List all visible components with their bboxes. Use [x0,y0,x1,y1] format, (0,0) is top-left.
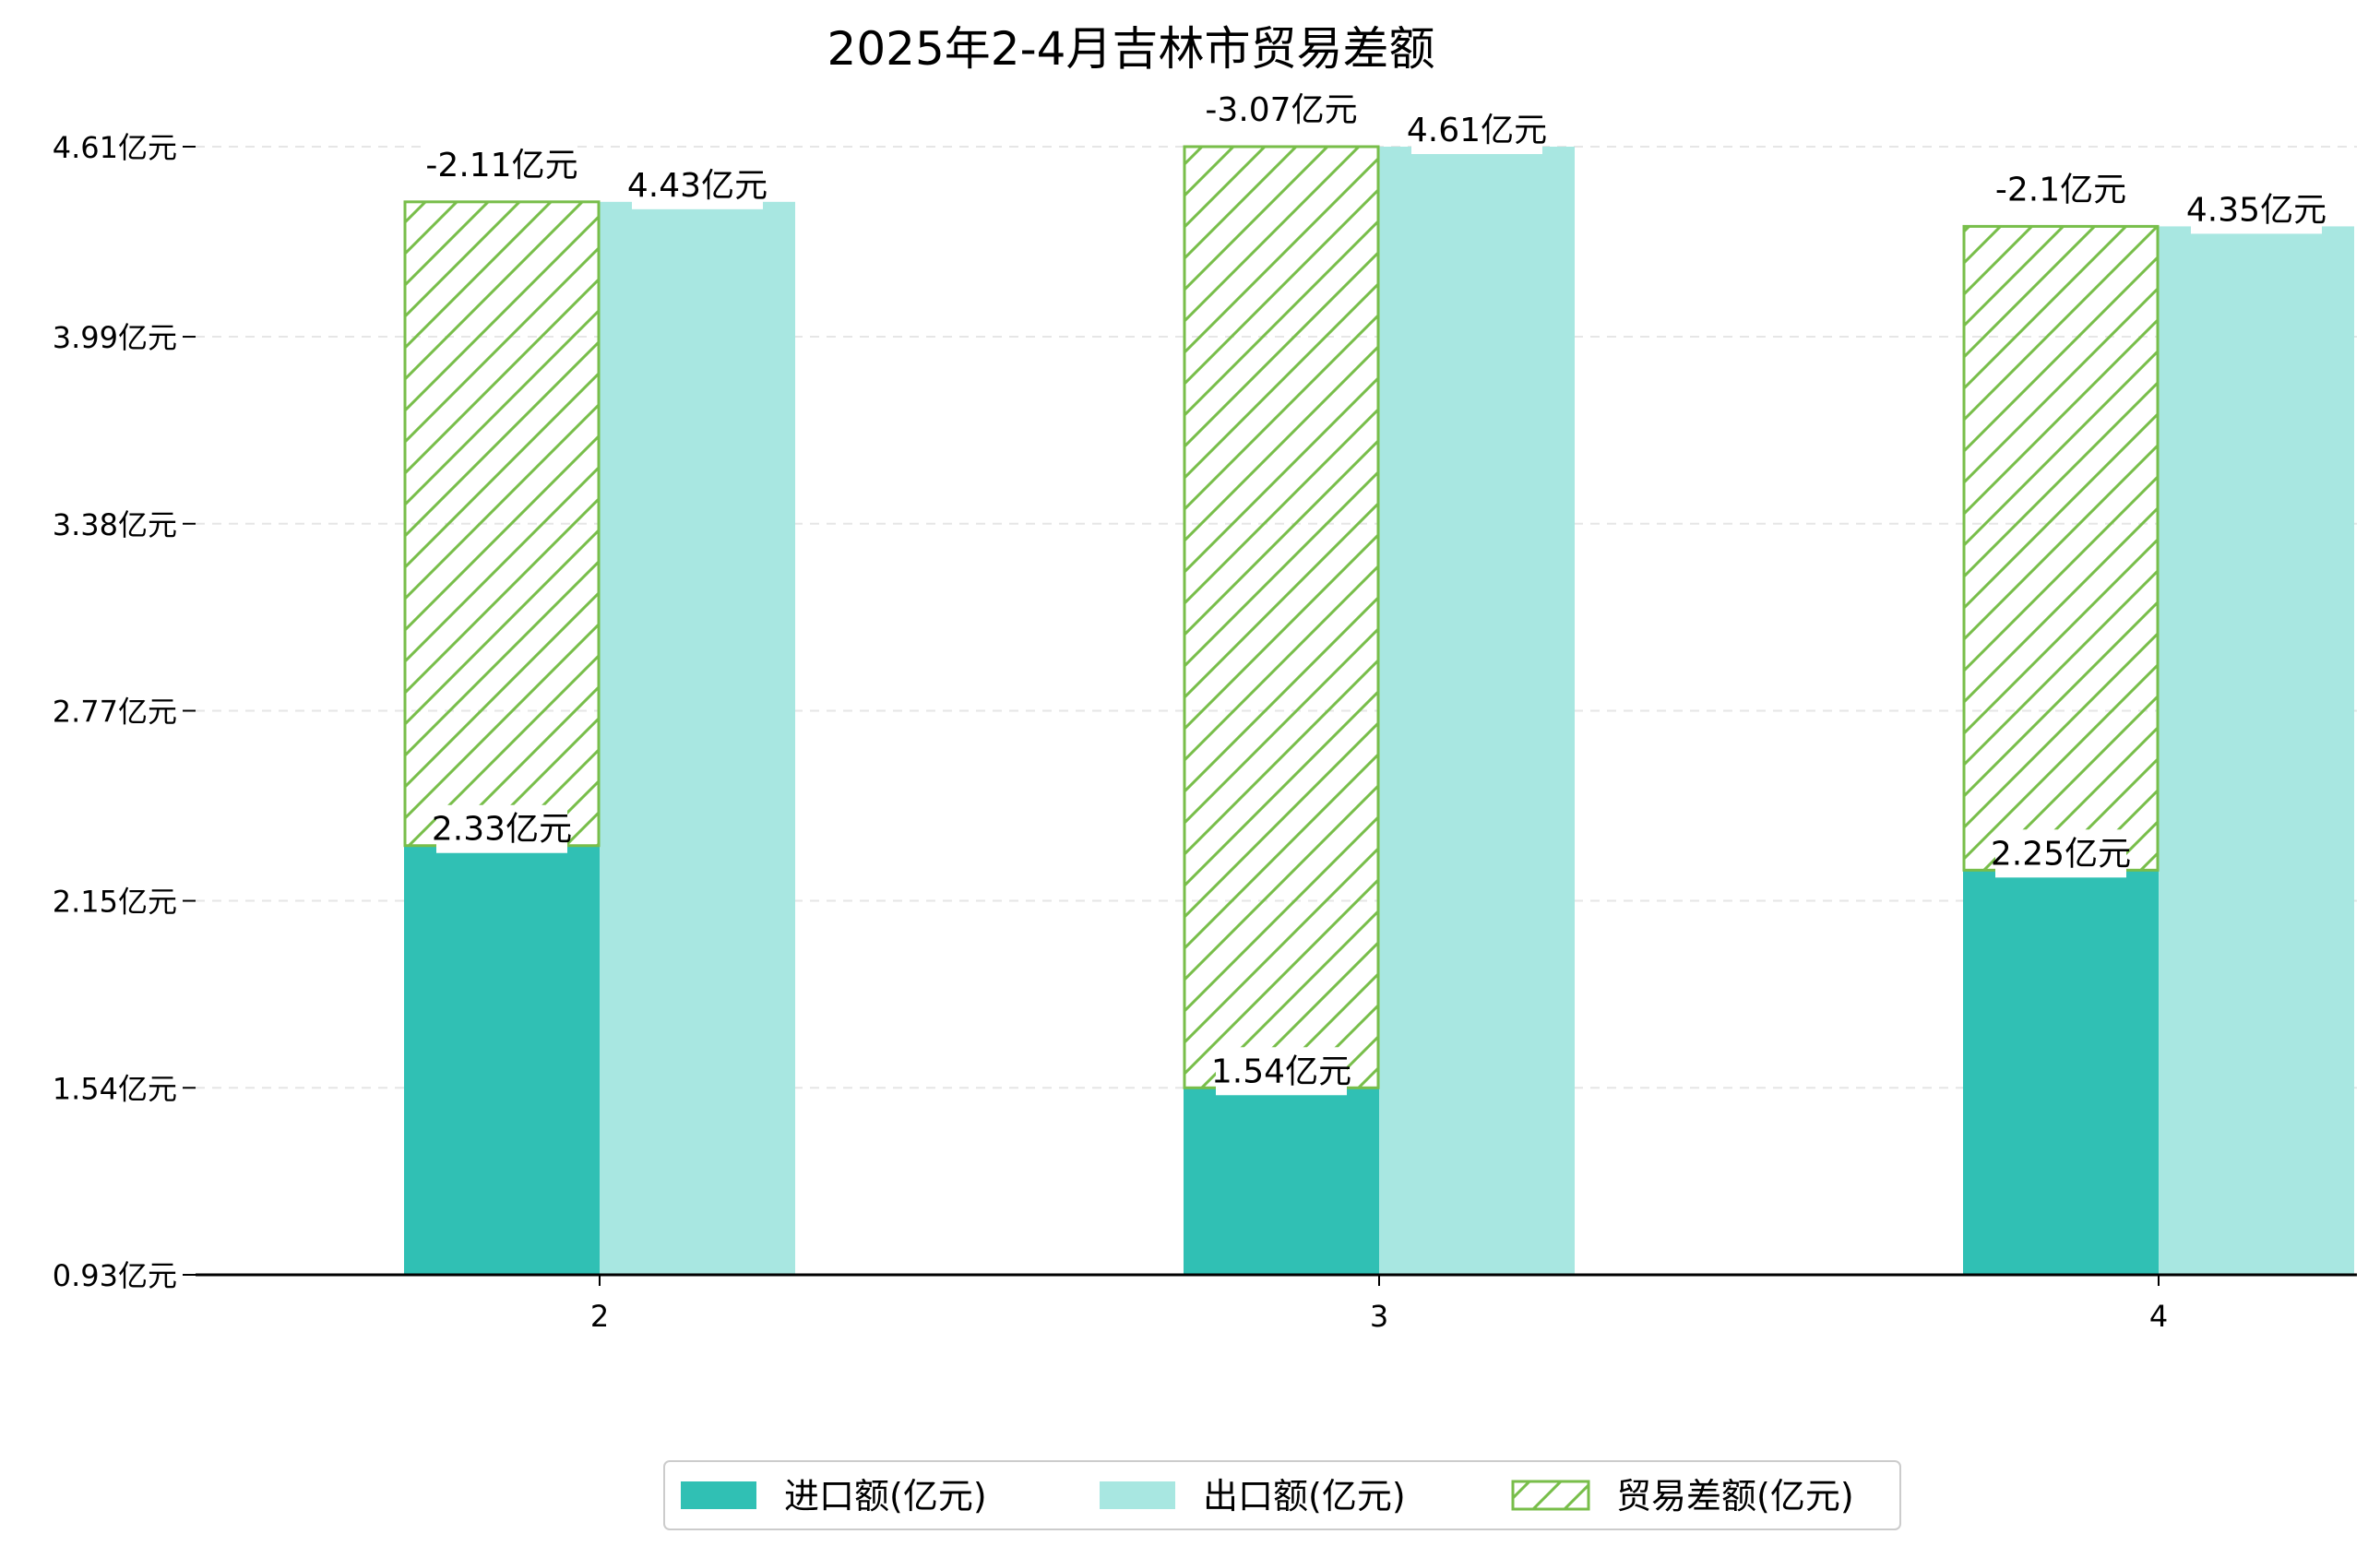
x-tick-label: 2 [590,1299,609,1334]
export-bar [2159,226,2354,1276]
import-bar [404,845,600,1275]
import-value-label: 1.54亿元 [1211,1053,1351,1090]
import-bar [1184,1088,1379,1275]
y-tick-label: 4.61亿元 [53,130,177,165]
legend-import-swatch [681,1481,756,1509]
y-tick-label: 3.99亿元 [53,320,177,355]
y-tick-label: 1.54亿元 [53,1071,177,1106]
legend-export-label: 出口额(亿元) [1203,1476,1406,1516]
x-tick-label: 4 [2149,1299,2168,1334]
bars-layer [403,145,2354,1276]
axes-layer: 0.93亿元 1.54亿元 2.15亿元 2.77亿元 3.38亿元 3.99亿元 4.61… [53,130,2357,1334]
import-value-label: 2.25亿元 [1991,835,2131,873]
x-tick-label: 3 [1370,1299,1388,1334]
export-bar [600,201,795,1275]
balance-value-label-bg [1995,165,2126,214]
import-value-label: 2.33亿元 [432,811,572,849]
export-bar [1379,147,1575,1275]
export-value-label: 4.43亿元 [627,167,768,205]
legend-balance-swatch [1511,1480,1590,1511]
legend-import-label: 进口额(亿元) [784,1476,987,1516]
balance-bar [1183,145,1380,1089]
export-value-label: 4.35亿元 [2186,191,2326,229]
legend: 进口额(亿元) 出口额(亿元) 贸易差额(亿元) [663,1460,1901,1530]
legend-box [663,1460,1901,1530]
import-value-label-bg [1995,829,2126,878]
import-value-label-bg [1216,1047,1347,1096]
balance-value-label: -3.07亿元 [1205,91,1357,129]
export-value-label-bg [632,161,763,209]
labels-layer: 2.33亿元 4.43亿元 -2.11亿元 1.54亿元 4.61亿元 -3.07亿元 2.… [425,86,2326,1096]
export-value-label-bg [1411,106,1542,154]
export-value-label: 4.61亿元 [1407,112,1547,149]
y-tick-label: 3.38亿元 [53,507,177,542]
y-tick-label: 2.15亿元 [53,885,177,920]
import-value-label-bg [436,804,567,853]
balance-value-label-bg [427,140,577,189]
balance-bar [403,200,601,848]
legend-export-swatch [1100,1481,1175,1509]
y-tick-label: 2.77亿元 [53,695,177,730]
chart-title: 2025年2-4月吉林市贸易差额 [827,22,1435,76]
balance-value-label-bg [1207,86,1356,134]
balance-bar [1962,224,2160,872]
legend-balance-label: 贸易差额(亿元) [1616,1476,1854,1516]
import-bar [1963,870,2159,1275]
balance-value-label: -2.1亿元 [1995,171,2126,208]
balance-value-label: -2.11亿元 [425,147,577,184]
y-tick-label: 0.93亿元 [53,1258,177,1293]
export-value-label-bg [2191,185,2322,234]
